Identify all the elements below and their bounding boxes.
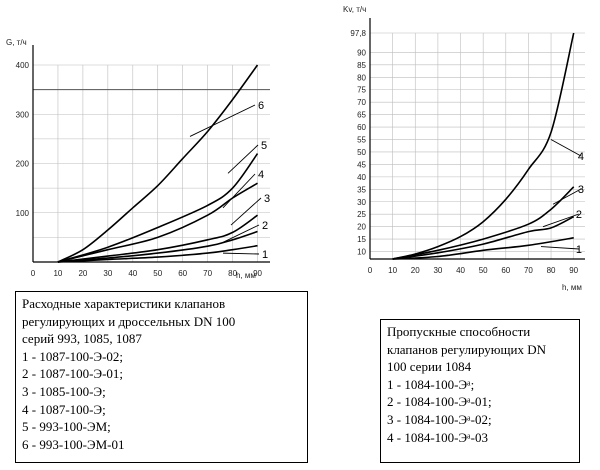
legend-line: 1 - 1084-100-Эᵃ;: [387, 376, 475, 392]
y-tick-label: 50: [357, 148, 366, 157]
legend-line: серий 993, 1085, 1087: [22, 331, 142, 347]
y-tick-label: 45: [357, 160, 366, 169]
legend-line: 3 - 1085-100-Э;: [22, 383, 106, 399]
legend-line: 1 - 1087-100-Э-02;: [22, 348, 124, 364]
legend-right-box: Пропускные способности клапанов регулирую…: [380, 319, 580, 463]
label-leader-2: [220, 224, 260, 244]
series-line-3: [57, 214, 258, 263]
y-tick-label: 65: [357, 111, 366, 120]
series-line-4: [392, 32, 575, 260]
y-tick-label: 55: [357, 136, 366, 145]
curve-label-2: 2: [262, 220, 268, 232]
x-tick-label: 30: [433, 266, 442, 275]
label-leader-6: [189, 104, 256, 137]
y-axis-label: G, т/ч: [6, 38, 27, 47]
x-tick-label: 0: [368, 266, 373, 275]
series-line-2: [392, 215, 575, 260]
x-tick-label: 60: [178, 269, 187, 278]
legend-line: 3 - 1084-100-Эᵃ-02;: [387, 411, 492, 427]
legend-line: клапанов регулирующих DN: [387, 341, 546, 357]
curve-label-1: 1: [576, 244, 582, 256]
y-tick-label: 15: [357, 235, 366, 244]
x-tick-label: 40: [128, 269, 137, 278]
flow-characteristic-chart: 0 10 20 30 40 50 60 70 80 90 100 200 300 400 G, т/ч h, …: [6, 38, 270, 280]
curve-label-1: 1: [262, 249, 268, 261]
x-tick-label: 90: [253, 269, 262, 278]
x-tick-label: 70: [203, 269, 212, 278]
label-leader-1: [540, 246, 580, 250]
x-tick-label: 50: [153, 269, 162, 278]
curve-label-5: 5: [261, 140, 267, 152]
x-tick-label: 50: [479, 266, 488, 275]
x-tick-label: 90: [569, 266, 578, 275]
x-tick-label: 80: [547, 266, 556, 275]
label-leader-4: [222, 173, 256, 209]
x-tick-label: 20: [78, 269, 87, 278]
y-tick-label: 90: [357, 48, 366, 57]
y-tick-label: 30: [357, 198, 366, 207]
x-tick-label: 10: [388, 266, 397, 275]
series-line-4: [57, 182, 258, 263]
y-tick-label: 97,8: [350, 29, 366, 38]
x-tick-label: 40: [456, 266, 465, 275]
legend-line: Расходные характеристики клапанов: [22, 296, 226, 311]
legend-line: 2 - 1087-100-Э-01;: [22, 366, 124, 382]
x-tick-label: 0: [31, 269, 36, 278]
y-tick-label: 85: [357, 61, 366, 70]
x-tick-label: 80: [228, 269, 237, 278]
series-line-1: [57, 244, 258, 263]
x-tick-label: 30: [103, 269, 112, 278]
y-tick-label: 80: [357, 73, 366, 82]
legend-line: 4 - 1087-100-Э;: [22, 401, 106, 417]
curve-label-3: 3: [264, 193, 270, 205]
label-leader-4: [550, 139, 582, 157]
y-tick-label: 70: [357, 98, 366, 107]
x-axis-label: h, мм: [562, 283, 582, 292]
x-tick-label: 60: [501, 266, 510, 275]
y-tick-label: 200: [16, 160, 30, 169]
series-line-3: [392, 186, 575, 260]
label-leader-3: [552, 188, 582, 205]
label-leader-2: [542, 213, 580, 228]
series-line-2: [57, 230, 258, 263]
label-leader-5: [227, 144, 259, 174]
series-line-1: [392, 237, 574, 260]
y-tick-label: 100: [16, 209, 30, 218]
legend-line: 2 - 1084-100-Эᵃ-01;: [387, 394, 492, 410]
y-tick-label: 40: [357, 173, 366, 182]
curve-label-4: 4: [578, 151, 584, 163]
x-axis-label: h, мм: [236, 271, 256, 280]
legend-line: Пропускные способности: [387, 324, 531, 339]
capacity-chart: 0 10 20 30 40 50 60 70 80 90101520253035404550556…: [343, 5, 585, 292]
x-tick-label: 20: [411, 266, 420, 275]
legend-left-box: Расходные характеристики клапанов регулир…: [15, 291, 308, 463]
series-line-5: [57, 153, 259, 263]
legend-line: 6 - 993-100-ЭМ-01: [22, 436, 125, 452]
legend-line: 5 - 993-100-ЭМ;: [22, 419, 111, 435]
label-leader-3: [230, 197, 262, 226]
curve-label-6: 6: [258, 100, 264, 112]
label-leader-1: [222, 252, 260, 255]
y-tick-label: 300: [16, 110, 30, 119]
curve-label-4: 4: [258, 169, 264, 181]
curve-label-3: 3: [578, 184, 584, 196]
legend-line: регулирующих и дроссельных DN 100: [22, 313, 236, 329]
y-tick-label: 25: [357, 210, 366, 219]
y-tick-label: 20: [357, 223, 366, 232]
y-tick-label: 75: [357, 86, 366, 95]
x-tick-label: 70: [524, 266, 533, 275]
curve-label-2: 2: [576, 209, 582, 221]
y-tick-label: 10: [357, 248, 366, 257]
y-axis-label: Kv, т/ч: [343, 5, 366, 14]
x-tick-label: 10: [53, 269, 62, 278]
series-line-6: [57, 64, 259, 263]
y-tick-label: 400: [16, 61, 30, 70]
y-tick-label: 35: [357, 185, 366, 194]
legend-line: 4 - 1084-100-Эᵃ-03: [387, 429, 488, 445]
legend-line: 100 серии 1084: [387, 359, 472, 375]
y-tick-label: 60: [357, 123, 366, 132]
